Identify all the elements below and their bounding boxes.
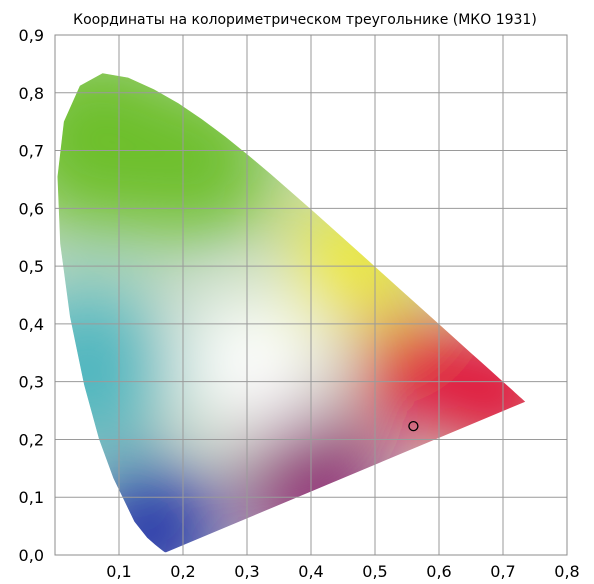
y-tick-label: 0,2 xyxy=(19,430,44,449)
y-tick-label: 0,8 xyxy=(19,84,44,103)
data-point xyxy=(408,421,419,432)
x-tick-label: 0,4 xyxy=(298,562,323,581)
gamut-blob-white xyxy=(183,294,324,435)
data-points xyxy=(408,421,419,432)
y-tick-label: 0,9 xyxy=(19,26,44,45)
x-tick-label: 0,2 xyxy=(170,562,195,581)
x-tick-label: 0,3 xyxy=(234,562,259,581)
x-tick-label: 0,1 xyxy=(106,562,131,581)
y-tick-label: 0,5 xyxy=(19,257,44,276)
x-axis-ticks: 0,1 0,2 0,3 0,4 0,5 0,6 0,7 0,8 xyxy=(106,562,579,581)
x-tick-label: 0,6 xyxy=(426,562,451,581)
y-tick-label: 0,7 xyxy=(19,142,44,161)
gamut-blob-cyan xyxy=(57,285,172,456)
y-tick-label: 0,0 xyxy=(19,546,44,565)
y-tick-label: 0,1 xyxy=(19,488,44,507)
chart-title: Координаты на колориметрическом треуголь… xyxy=(73,12,537,28)
y-tick-label: 0,3 xyxy=(19,373,44,392)
x-tick-label: 0,5 xyxy=(362,562,387,581)
y-tick-label: 0,6 xyxy=(19,199,44,218)
gamut-blob-red xyxy=(358,315,469,426)
x-tick-label: 0,8 xyxy=(554,562,579,581)
plot-frame xyxy=(54,34,568,556)
y-axis-ticks: 0,0 0,1 0,2 0,3 0,4 0,5 0,6 0,7 0,8 0,9 xyxy=(19,26,44,565)
y-tick-label: 0,4 xyxy=(19,315,44,334)
x-tick-label: 0,7 xyxy=(490,562,515,581)
